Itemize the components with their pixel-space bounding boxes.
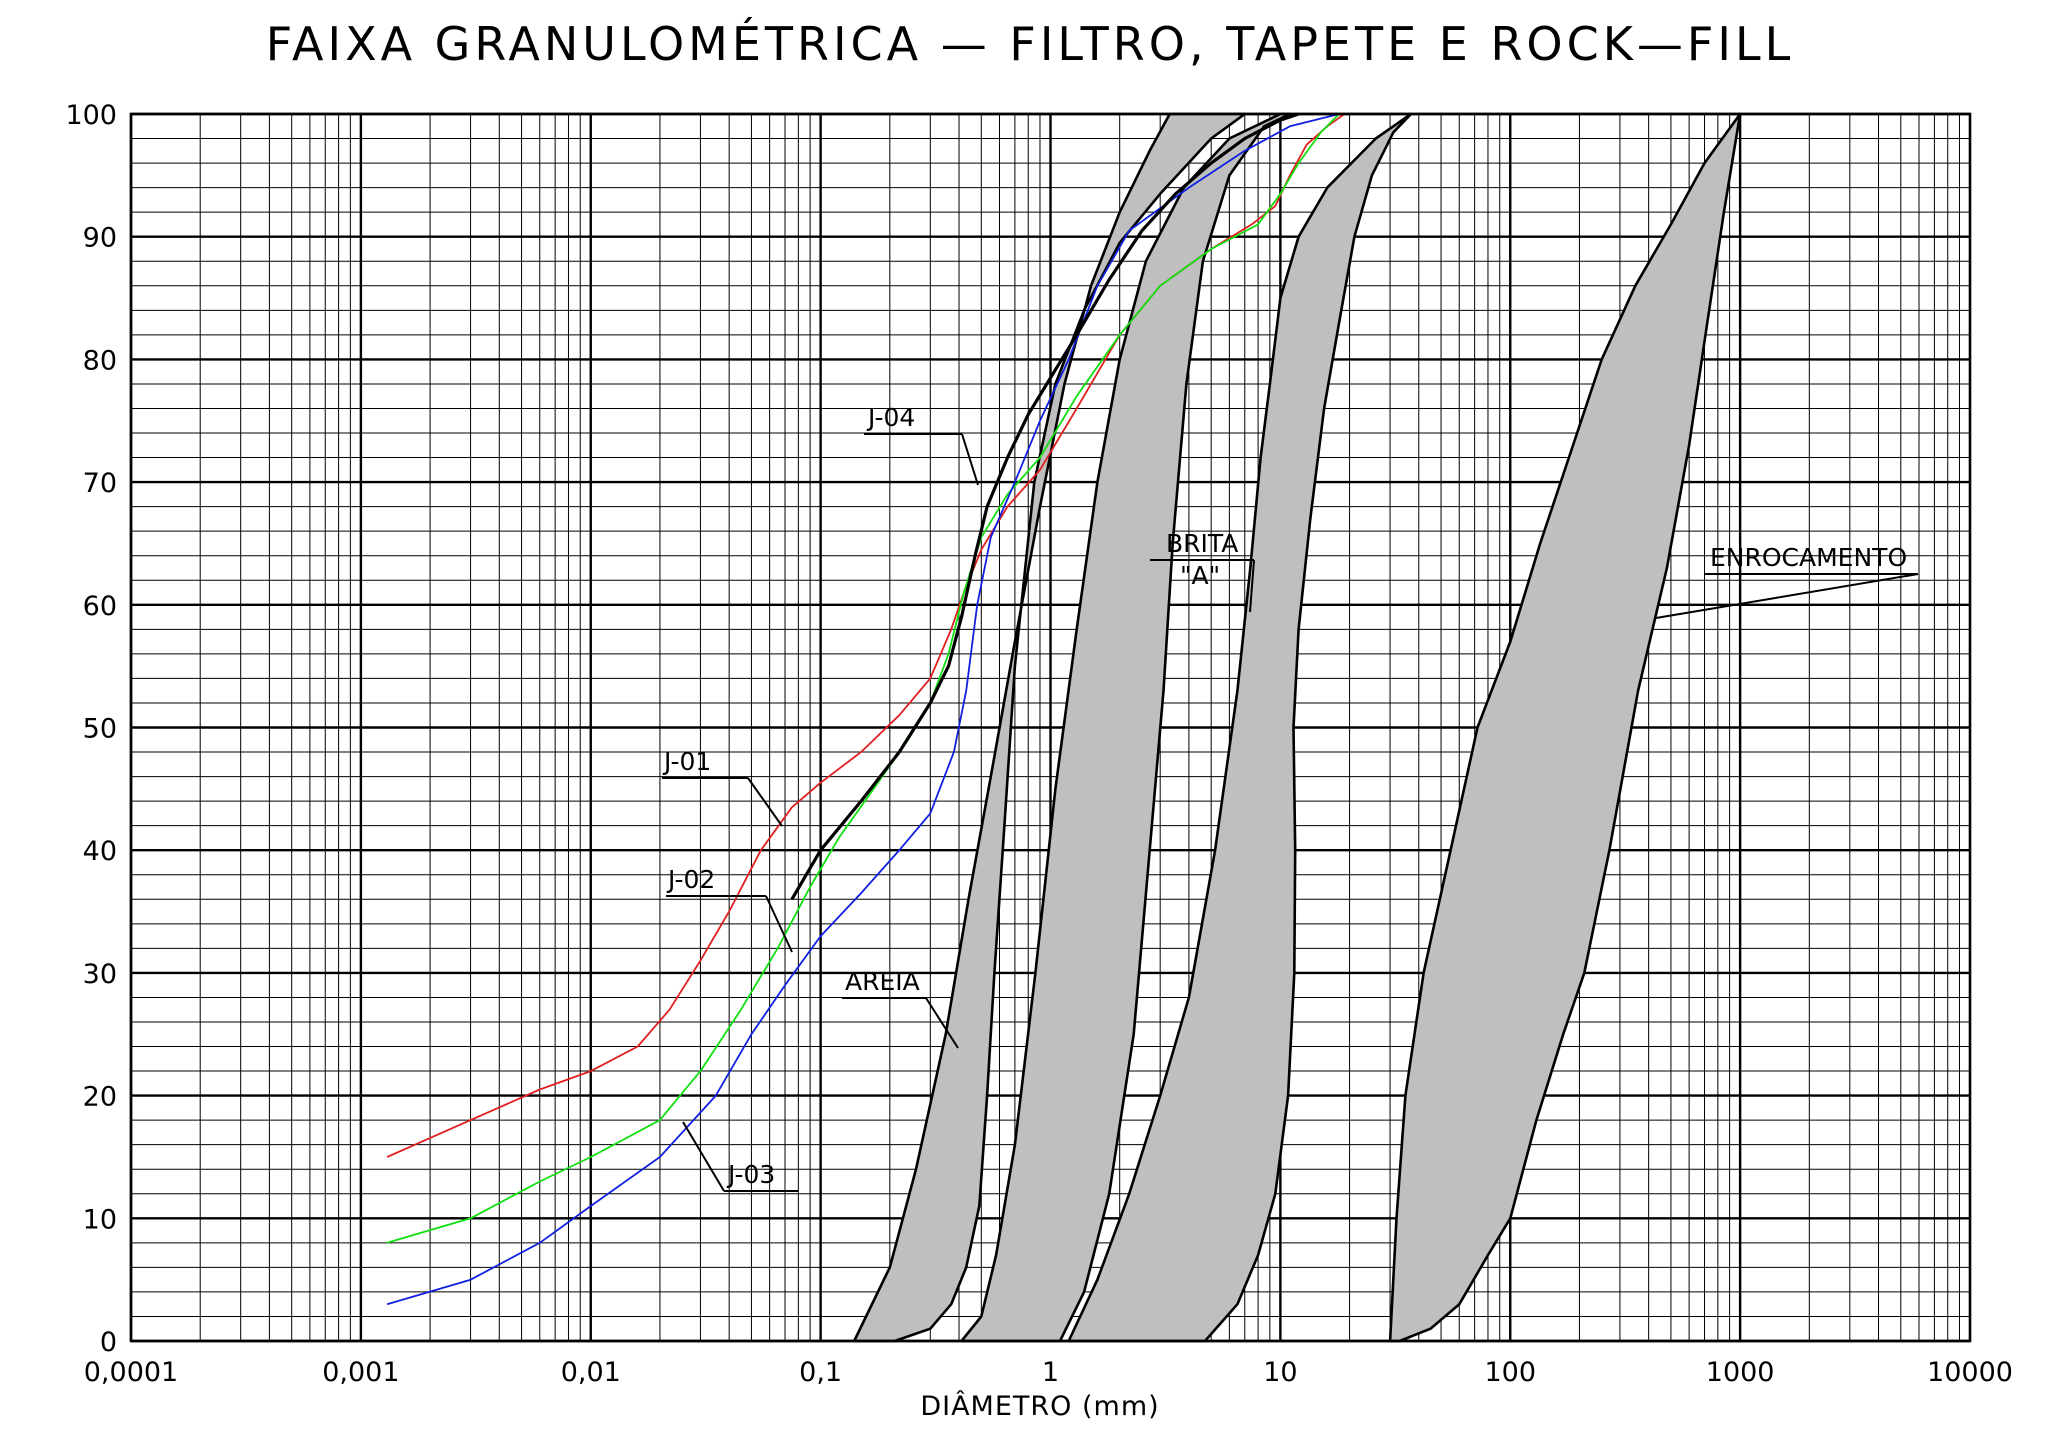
annotation-label: J-02 [666,865,715,894]
annotation-label: J-04 [866,403,915,432]
series [386,112,1346,1306]
annotation-leader [682,1121,725,1192]
annotation-label: BRITA [1166,529,1238,558]
x-tick-label: 10 [1263,1357,1297,1388]
chart-title: FAIXA GRANULOMÉTRICA — FILTRO, TAPETE E … [266,17,1794,71]
annotation-label: J-03 [726,1160,775,1189]
series-line-j-03 [386,113,1340,1306]
annotations: J-04 J-01 J-02 J-03 AREIA BRITA "A" ENROCAMENTO [662,403,1919,1192]
y-tick-label: 70 [83,468,117,499]
y-tick-label: 20 [83,1082,117,1113]
x-tick-label: 1 [1042,1357,1059,1388]
y-tick-label: 40 [83,836,117,867]
annotation-leader [765,895,793,953]
x-tick-label: 0,001 [322,1357,399,1388]
y-tick-label: 100 [65,100,117,131]
bands [852,112,1742,1343]
x-axis-label: DIÂMETRO (mm) [920,1390,1159,1422]
y-tick-label: 10 [83,1204,117,1235]
x-tick-label: 1000 [1706,1357,1775,1388]
series-line-j-01 [386,113,1346,1158]
annotation-leader [925,997,959,1049]
plot-border [129,112,1972,1343]
annotation-label: "A" [1180,561,1220,590]
tick-labels: 0,0001 0,001 0,01 0,1 1 10 100 1000 10000 0 10 20 30… [65,100,2013,1388]
x-tick-label: 0,1 [799,1357,842,1388]
x-tick-label: 10000 [1927,1357,2013,1388]
band-4 [1388,112,1742,1343]
x-tick-label: 0,0001 [84,1357,178,1388]
annotation-leader [747,777,783,827]
x-tick-label: 0,01 [561,1357,621,1388]
series-line-j-04 [790,112,1300,901]
annotation-leader [1249,559,1255,613]
y-tick-label: 90 [83,223,117,254]
annotation-label: ENROCAMENTO [1710,543,1907,572]
x-tick-label: 100 [1484,1357,1536,1388]
y-tick-label: 50 [83,714,117,745]
band-3 [1067,112,1413,1343]
y-tick-label: 30 [83,959,117,990]
plot-frame [129,112,1972,1343]
y-tick-label: 80 [83,345,117,376]
annotation-label: J-01 [662,747,711,776]
band-1 [852,112,1247,1343]
annotation-label: AREIA [845,967,920,996]
annotation-leader [1655,573,1919,619]
annotation-leader [961,433,979,486]
y-tick-label: 0 [100,1327,117,1358]
series-line-j-02 [386,113,1340,1244]
y-tick-label: 60 [83,591,117,622]
